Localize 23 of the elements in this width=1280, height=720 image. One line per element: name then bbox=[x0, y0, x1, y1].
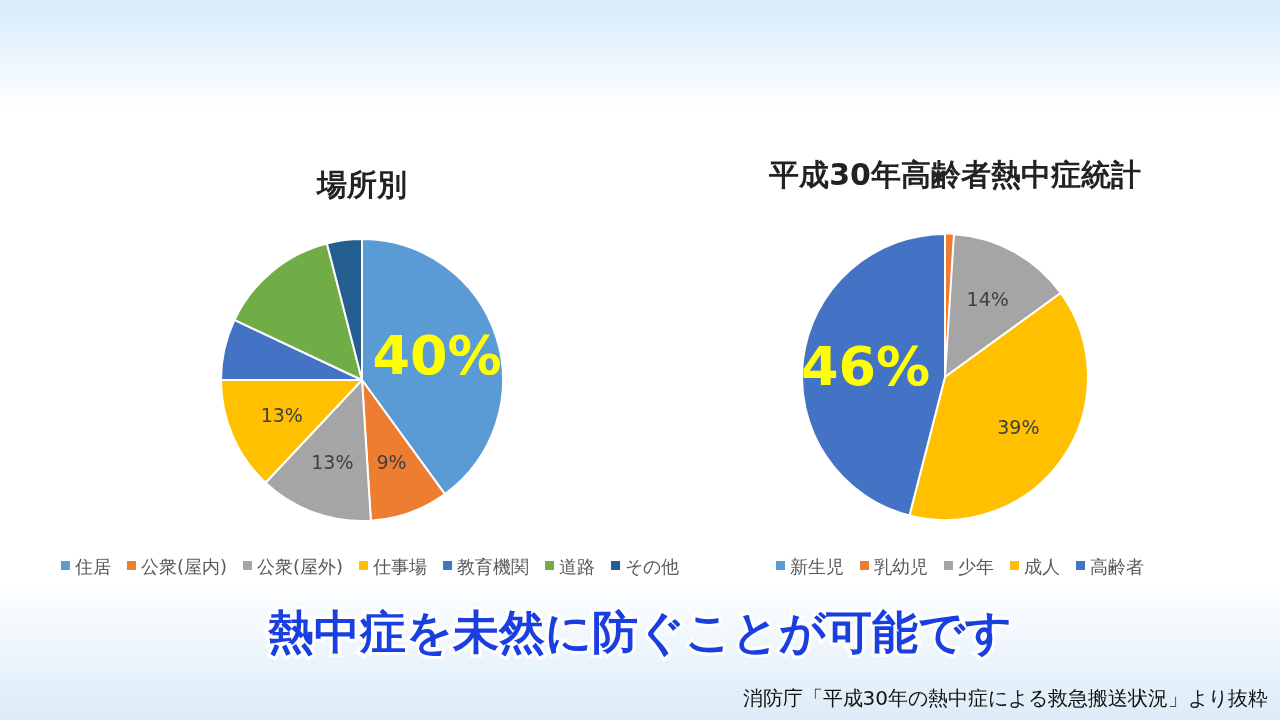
chart-title: 平成30年高齢者熱中症統計 bbox=[768, 157, 1141, 192]
chart-title: 場所別 bbox=[315, 167, 407, 202]
legend-label: 新生児 bbox=[790, 555, 844, 577]
data-label: 14% bbox=[966, 288, 1009, 311]
legend-label: 成人 bbox=[1024, 555, 1060, 577]
legend-label: その他 bbox=[625, 555, 680, 577]
legend-label: 高齢者 bbox=[1090, 555, 1144, 577]
data-label: 9% bbox=[376, 451, 407, 474]
text: 消防庁「平成30年の熱中症による救急搬送状況」より抜粋 bbox=[742, 686, 1268, 710]
text: 熱中症を未然に防ぐことが可能です bbox=[267, 605, 1012, 659]
legend-label: 乳幼児 bbox=[874, 555, 928, 577]
legend-label: 仕事場 bbox=[372, 555, 428, 577]
data-label: 13% bbox=[260, 403, 303, 426]
legend-label: 道路 bbox=[559, 555, 596, 577]
legend-label: 教育機関 bbox=[457, 555, 530, 577]
legend-label: 公衆(屋外) bbox=[257, 555, 344, 577]
data-label: 46% bbox=[800, 335, 931, 399]
legend-label: 公衆(屋内) bbox=[140, 555, 227, 577]
legend-label: 住居 bbox=[73, 555, 111, 577]
data-label: 40% bbox=[372, 324, 502, 388]
data-label: 13% bbox=[311, 451, 354, 474]
legend-label: 少年 bbox=[958, 555, 994, 577]
data-label: 39% bbox=[997, 415, 1040, 438]
